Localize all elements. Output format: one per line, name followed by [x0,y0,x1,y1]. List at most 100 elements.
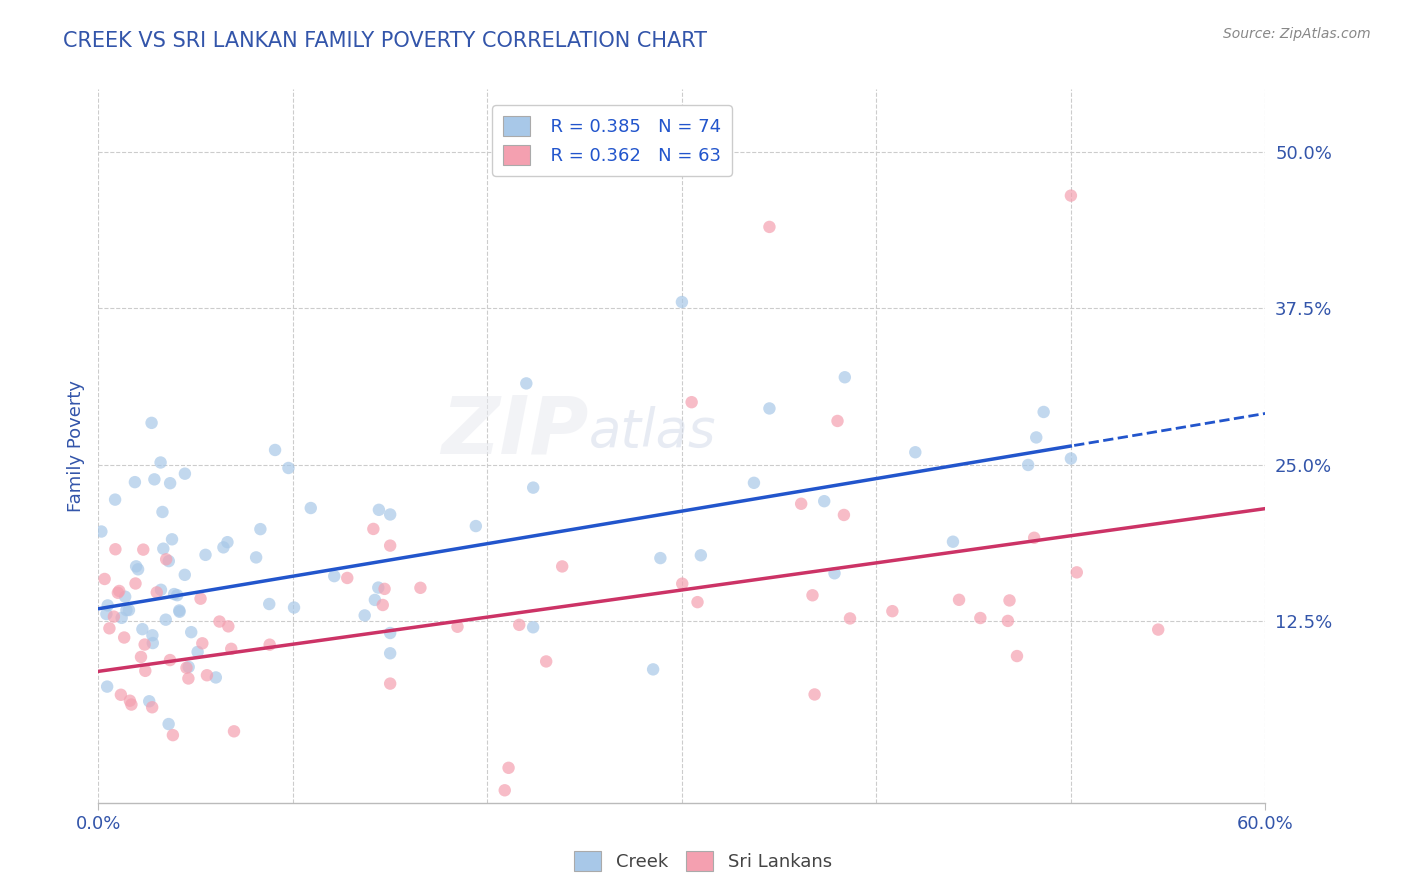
Point [187,645,209,659]
Point [152,541,174,556]
Point [1032,405,1054,419]
Point [180,625,202,640]
Point [132,542,155,557]
Point [803,688,825,702]
Text: CREEK VS SRI LANKAN FAMILY POVERTY CORRELATION CHART: CREEK VS SRI LANKAN FAMILY POVERTY CORRE… [63,31,707,51]
Point [157,554,180,568]
Y-axis label: Family Poverty: Family Poverty [66,380,84,512]
Point [159,476,181,491]
Point [96,680,118,694]
Point [138,694,160,708]
Point [217,619,239,633]
Point [169,605,191,619]
Point [299,501,322,516]
Point [174,467,197,481]
Point [371,598,394,612]
Point [801,588,824,602]
Point [758,219,780,234]
Point [277,461,299,475]
Point [686,595,709,609]
Point [149,582,172,597]
Point [127,562,149,576]
Point [145,585,167,599]
Point [464,519,486,533]
Point [190,591,212,606]
Point [1025,430,1047,444]
Point [363,522,385,536]
Point [942,534,965,549]
Point [259,638,281,652]
Point [998,593,1021,607]
Point [834,370,856,384]
Point [367,503,389,517]
Legend: Creek, Sri Lankans: Creek, Sri Lankans [567,844,839,879]
Point [257,597,280,611]
Point [124,475,146,490]
Point [380,508,402,522]
Point [522,620,544,634]
Point [283,600,305,615]
Point [380,646,402,660]
Point [671,295,693,310]
Point [111,611,134,625]
Point [824,566,846,581]
Point [689,549,711,563]
Point [374,582,396,596]
Point [245,550,267,565]
Point [650,551,672,566]
Point [534,655,557,669]
Point [1060,188,1083,202]
Point [108,584,131,599]
Point [114,590,136,604]
Text: Source: ZipAtlas.com: Source: ZipAtlas.com [1223,27,1371,41]
Point [380,676,402,690]
Point [882,604,904,618]
Point [96,607,118,621]
Point [124,576,146,591]
Point [1066,566,1088,580]
Point [93,572,115,586]
Point [104,542,127,557]
Point [143,472,166,486]
Point [832,508,855,522]
Point [205,670,228,684]
Point [125,559,148,574]
Point [169,603,191,617]
Point [173,567,195,582]
Point [90,524,112,539]
Point [997,614,1019,628]
Point [364,593,387,607]
Point [97,599,120,613]
Point [195,668,218,682]
Point [141,628,163,642]
Point [134,638,156,652]
Point [149,455,172,469]
Point [367,581,389,595]
Point [969,611,991,625]
Point [681,395,703,409]
Point [194,548,217,562]
Point [131,622,153,636]
Point [212,541,235,555]
Point [134,664,156,678]
Point [742,475,765,490]
Point [120,698,142,712]
Point [141,700,163,714]
Point [160,533,183,547]
Point [177,660,200,674]
Point [159,653,181,667]
Point [498,761,520,775]
Point [515,376,537,391]
Point [380,539,402,553]
Point [1060,451,1083,466]
Point [336,571,359,585]
Point [948,592,970,607]
Point [157,717,180,731]
Point [208,615,231,629]
Point [219,641,242,656]
Point [176,661,198,675]
Point [323,569,346,583]
Point [813,494,835,508]
Point [217,535,239,549]
Point [118,603,141,617]
